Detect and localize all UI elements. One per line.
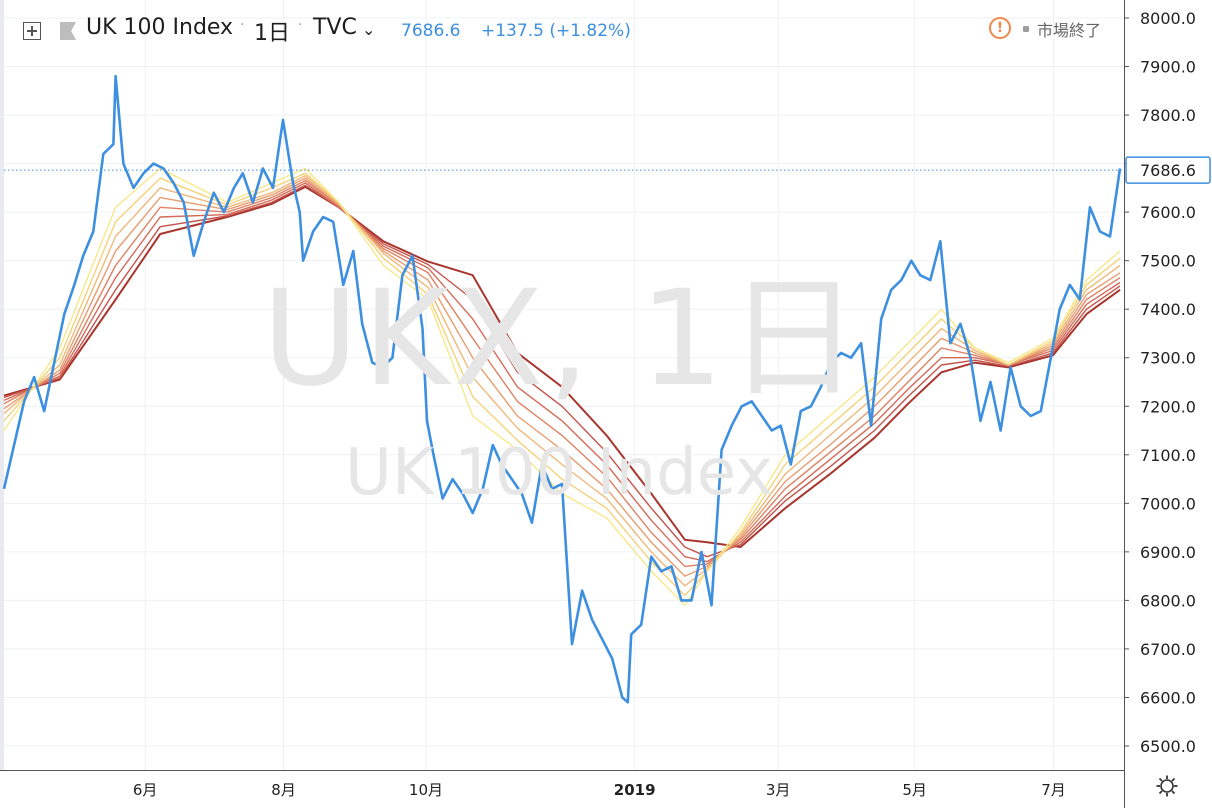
- ema-ribbon-line: [3, 179, 1121, 568]
- y-tick-label: 6600.0: [1140, 688, 1196, 707]
- y-tick-label: 8000.0: [1140, 9, 1196, 28]
- price-change: +137.5 (+1.82%): [481, 21, 631, 41]
- ema-ribbon-line: [3, 184, 1121, 558]
- flag-icon[interactable]: [60, 22, 76, 40]
- separator: ·: [240, 17, 245, 33]
- x-tick-label: 7月: [1041, 781, 1066, 799]
- y-tick-label: 7100.0: [1140, 446, 1196, 465]
- y-tick-label: 6500.0: [1140, 737, 1196, 756]
- alert-icon[interactable]: !: [989, 17, 1011, 39]
- chevron-down-icon[interactable]: ⌄: [362, 20, 376, 39]
- y-tick-label: 7200.0: [1140, 397, 1196, 416]
- chart-header: UK 100 Index · 1日 · TVC ⌄ 7686.6 +137.5 …: [0, 0, 1125, 60]
- ema-ribbon-line: [3, 182, 1121, 563]
- y-tick-label: 7500.0: [1140, 252, 1196, 271]
- y-tick-label: 6800.0: [1140, 591, 1196, 610]
- status-dot: [1023, 26, 1029, 32]
- last-price-tag: [1125, 156, 1211, 184]
- y-tick-label: 7900.0: [1140, 58, 1196, 77]
- watermark-name: UK 100 Index: [345, 436, 773, 510]
- watermark-symbol: UKX, 1日: [262, 262, 864, 416]
- x-tick-label: 8月: [271, 781, 296, 799]
- symbol-name[interactable]: UK 100 Index: [86, 15, 234, 40]
- x-tick-label: 6月: [133, 781, 158, 799]
- y-tick-label: 7800.0: [1140, 106, 1196, 125]
- left-edge: [0, 0, 4, 770]
- x-tick-label: 10月: [409, 781, 443, 799]
- source-label[interactable]: TVC: [313, 15, 357, 40]
- last-price-tag-label: 7686.6: [1140, 161, 1196, 180]
- interval-label[interactable]: 1日: [254, 21, 290, 46]
- y-tick-label: 7400.0: [1140, 300, 1196, 319]
- last-price: 7686.6: [401, 21, 461, 41]
- separator: ·: [298, 17, 303, 33]
- y-tick-label: 6700.0: [1140, 640, 1196, 659]
- y-tick-label: 7600.0: [1140, 203, 1196, 222]
- x-tick-label: 2019: [614, 781, 656, 799]
- ema-ribbon-line: [3, 177, 1121, 577]
- add-symbol-icon[interactable]: [23, 22, 41, 40]
- x-tick-label: 3月: [766, 781, 791, 799]
- x-tick-label: 5月: [902, 781, 927, 799]
- price-line: [2, 74, 1122, 704]
- y-tick-label: 7300.0: [1140, 349, 1196, 368]
- y-tick-label: 6900.0: [1140, 543, 1196, 562]
- y-tick-label: 7000.0: [1140, 494, 1196, 513]
- ema-ribbon-line: [3, 185, 1121, 548]
- market-status: 市場終了: [1037, 21, 1102, 40]
- gear-icon[interactable]: [1155, 774, 1179, 798]
- ema-ribbon-line: [3, 175, 1121, 587]
